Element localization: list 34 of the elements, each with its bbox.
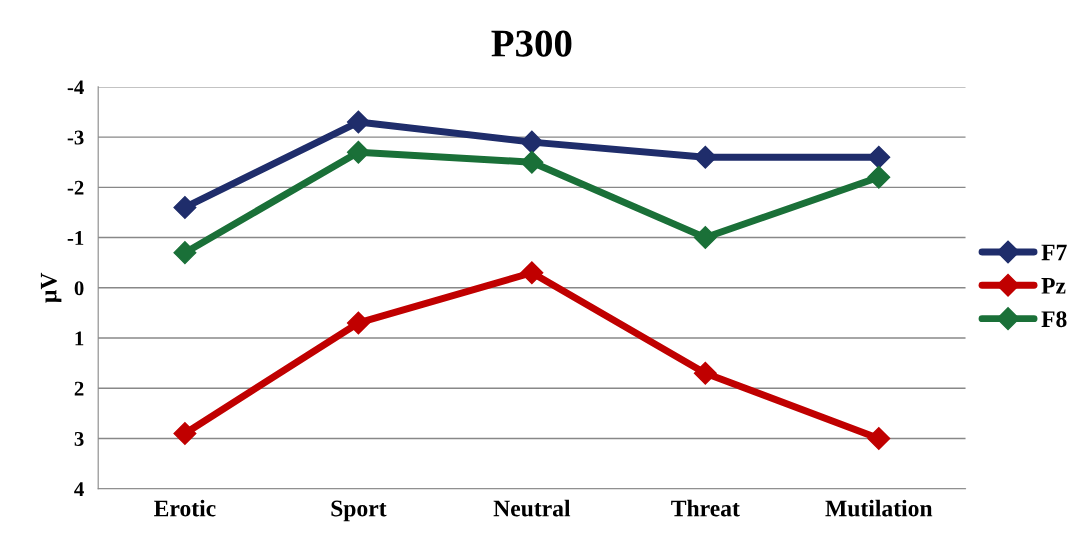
- x-tick-label: Erotic: [154, 499, 216, 517]
- legend-label: F8: [1041, 311, 1067, 328]
- y-tick-label: 1: [75, 331, 84, 346]
- point: [867, 426, 891, 450]
- point: [173, 195, 197, 219]
- chart-title: P300: [491, 30, 572, 57]
- point: [867, 145, 891, 169]
- y-tick-label: 2: [74, 381, 84, 396]
- legend-label: Pz: [1041, 278, 1066, 294]
- point: [693, 226, 717, 250]
- point: [693, 145, 717, 169]
- x-tick-label: Neutral: [493, 499, 571, 517]
- y-axis-title: µV: [40, 272, 62, 303]
- point: [346, 140, 370, 164]
- y-tick-label: 4: [74, 482, 84, 496]
- y-tick-label: 3: [74, 431, 84, 446]
- point: [346, 311, 370, 335]
- y-tick-label: 0: [74, 281, 84, 296]
- legend-label: F7: [1041, 244, 1067, 261]
- point: [520, 261, 544, 285]
- y-tick-label: -1: [67, 231, 84, 245]
- point: [693, 361, 717, 385]
- x-tick-label: Sport: [331, 500, 387, 522]
- y-tick-label: -4: [67, 80, 84, 95]
- point: [520, 130, 544, 154]
- x-tick-label: Mutilation: [825, 499, 933, 517]
- point: [173, 241, 197, 265]
- point: [173, 421, 197, 445]
- x-tick-label: Threat: [671, 499, 740, 517]
- y-tick-label: -3: [67, 130, 84, 145]
- point: [867, 165, 891, 189]
- y-tick-label: -2: [67, 180, 84, 195]
- point: [520, 150, 544, 174]
- point: [346, 110, 370, 134]
